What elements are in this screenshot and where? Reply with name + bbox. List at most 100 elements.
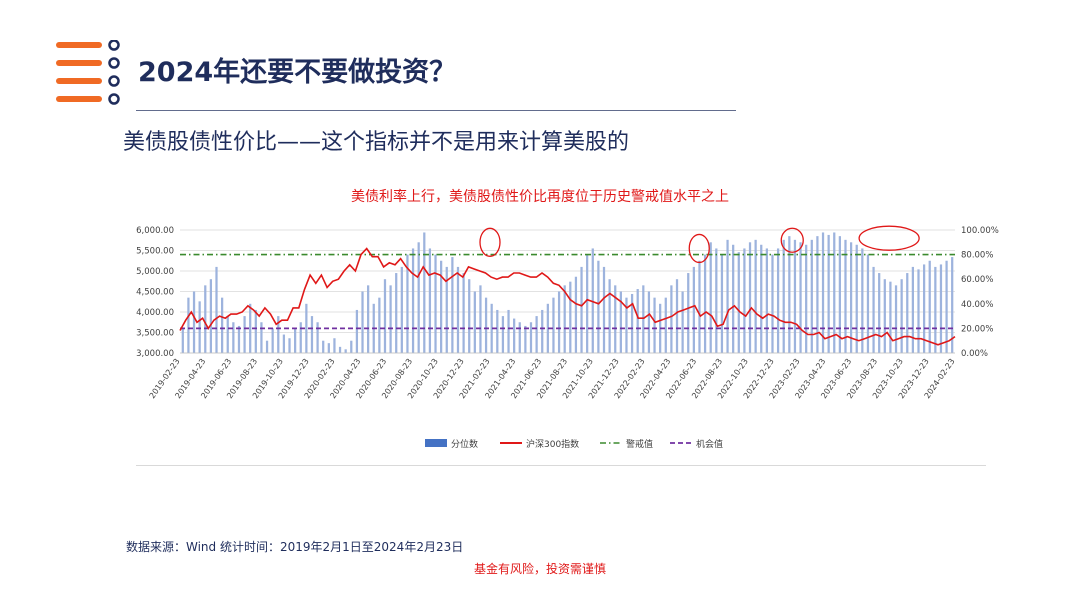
percentile-bar: [647, 291, 651, 353]
chart-area: 3,000.00 3,500.00 4,000.00 4,500.00 5,000.00…: [136, 225, 999, 450]
percentile-bar: [945, 260, 948, 353]
percentile-bar: [220, 297, 224, 353]
percentile-bar: [602, 266, 606, 353]
percentile-bar: [215, 266, 218, 353]
legend-label: 沪深300指数: [526, 438, 579, 450]
percentile-bar: [619, 291, 622, 353]
page-subtitle: 美债股债性价比——这个指标并不是用来计算美股的: [123, 130, 630, 155]
percentile-bar: [698, 260, 701, 353]
percentile-bar: [462, 273, 465, 353]
percentile-bar: [765, 248, 768, 353]
percentile-bar: [720, 254, 724, 353]
percentile-bar: [681, 291, 684, 353]
percentile-bar: [866, 254, 870, 353]
percentile-bar: [524, 325, 527, 353]
percentile-bar: [383, 279, 387, 353]
chart-bottom-divider: [136, 465, 986, 466]
percentile-bar: [243, 316, 246, 353]
percentile-bar: [378, 297, 381, 353]
percentile-bar: [636, 289, 639, 353]
percentile-bar: [748, 242, 752, 353]
percentile-bar: [434, 254, 437, 353]
risk-disclaimer: 基金有风险，投资需谨慎: [473, 562, 606, 576]
percentile-bar: [872, 266, 875, 353]
menu-logo-icon: [56, 40, 120, 105]
percentile-bar: [518, 322, 521, 353]
legend-label: 机会值: [696, 438, 723, 450]
percentile-bar: [541, 309, 544, 353]
percentile-bar: [209, 279, 213, 353]
y-right-tick-label: 80.00%: [961, 251, 993, 261]
percentile-bar: [810, 239, 813, 353]
percentile-bar: [232, 322, 235, 353]
percentile-bar: [670, 285, 673, 353]
percentile-bar: [282, 334, 286, 353]
percentile-bar: [889, 281, 892, 353]
percentile-bar: [737, 252, 740, 353]
percentile-bar: [687, 273, 690, 353]
percentile-bar: [271, 328, 274, 353]
percentile-bar: [883, 279, 886, 353]
percentile-bar: [428, 248, 432, 353]
percentile-bar: [906, 273, 909, 353]
y-right-tick-label: 0.00%: [961, 349, 988, 359]
percentile-bar: [294, 328, 297, 353]
percentile-bar: [855, 244, 858, 353]
percentile-bar: [249, 303, 252, 353]
percentile-bar: [951, 257, 954, 353]
percentile-bar: [586, 254, 589, 353]
highlight-circle: [780, 227, 804, 253]
percentile-bar: [788, 236, 791, 353]
percentile-bar: [322, 340, 325, 353]
percentile-bar: [838, 236, 841, 353]
percentile-bar: [805, 244, 808, 353]
percentile-bar: [580, 266, 583, 353]
percentile-bar: [277, 316, 280, 353]
y-right-tick-label: 20.00%: [961, 324, 993, 334]
y-left-tick-label: 4,500.00: [136, 288, 174, 298]
y-left-tick-label: 3,000.00: [136, 349, 174, 359]
percentile-bar: [557, 291, 561, 353]
percentile-bar: [451, 257, 454, 353]
percentile-bar: [355, 309, 359, 353]
percentile-bar: [226, 316, 229, 353]
percentile-bar: [344, 349, 347, 353]
percentile-bar: [406, 254, 409, 353]
percentile-bar: [192, 291, 196, 353]
percentile-bar: [816, 236, 819, 353]
percentile-bar: [849, 242, 853, 353]
percentile-bar: [827, 234, 830, 353]
y-right-tick-label: 60.00%: [961, 275, 993, 285]
percentile-bar: [367, 285, 370, 353]
percentile-bar: [237, 325, 241, 353]
percentile-bar: [625, 297, 628, 353]
percentile-bar: [265, 340, 269, 353]
legend-swatch-percentile: [425, 439, 447, 447]
percentile-bar: [653, 297, 656, 353]
percentile-bar: [529, 322, 533, 353]
y-left-tick-label: 5,000.00: [136, 267, 174, 277]
percentile-bar: [338, 346, 342, 353]
percentile-bar: [513, 318, 516, 353]
percentile-bar: [316, 322, 319, 353]
percentile-bar: [305, 303, 308, 353]
percentile-bar: [198, 301, 201, 353]
percentile-bar: [793, 239, 797, 353]
percentile-bar: [771, 254, 774, 353]
percentile-bar: [563, 285, 566, 353]
percentile-bar: [440, 260, 443, 353]
percentile-bar: [844, 239, 847, 353]
percentile-bar: [934, 266, 937, 353]
percentile-bar: [445, 266, 448, 353]
percentile-bar: [333, 338, 336, 353]
percentile-bar: [664, 297, 667, 353]
percentile-bar: [732, 244, 735, 353]
data-source-note: 数据来源：Wind 统计时间：2019年2月1日至2024年2月23日: [126, 540, 464, 554]
highlight-circle: [858, 225, 920, 251]
percentile-bar: [574, 276, 578, 353]
percentile-bar: [692, 266, 695, 353]
y-right-tick-label: 100.00%: [961, 226, 999, 236]
percentile-bar: [642, 285, 645, 353]
title-divider: [136, 110, 736, 111]
percentile-bar: [411, 248, 415, 353]
